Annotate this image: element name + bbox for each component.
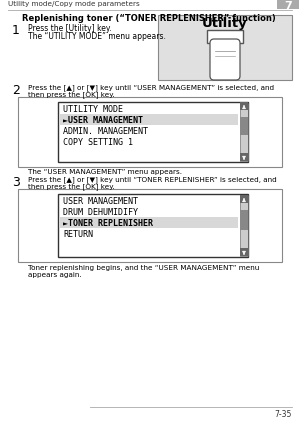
Text: Press the [Utility] key.: Press the [Utility] key. [28,24,112,33]
Text: COPY SETTING 1: COPY SETTING 1 [63,138,133,147]
Text: Toner replenishing begins, and the “USER MANAGEMENT” menu: Toner replenishing begins, and the “USER… [28,265,260,271]
Bar [207,30,243,43]
Bar [18,189,282,262]
Text: then press the [OK] key.: then press the [OK] key. [28,183,115,190]
Text: 2: 2 [12,84,20,97]
Text: ►USER MANAGEMENT: ►USER MANAGEMENT [63,116,143,125]
Text: ►TONER REPLENISHER: ►TONER REPLENISHER [63,219,153,228]
Bar [240,195,248,256]
Text: RETURN: RETURN [63,230,93,239]
Bar [277,0,299,9]
Text: 1: 1 [12,24,20,37]
Text: 7-35: 7-35 [274,410,292,419]
Text: Press the [▲] or [▼] key until “USER MANAGEMENT” is selected, and: Press the [▲] or [▼] key until “USER MAN… [28,84,274,91]
Bar [240,248,248,256]
Text: then press the [OK] key.: then press the [OK] key. [28,91,115,98]
Text: UTILITY MODE: UTILITY MODE [63,105,123,114]
Text: Replenishing toner (“TONER REPLENISHER” function): Replenishing toner (“TONER REPLENISHER” … [22,14,276,23]
Bar [240,210,248,230]
Bar [158,15,292,80]
Bar [58,194,248,257]
Text: Utility mode/Copy mode parameters: Utility mode/Copy mode parameters [8,1,140,7]
Text: The “USER MANAGEMENT” menu appears.: The “USER MANAGEMENT” menu appears. [28,169,182,175]
Text: Utility: Utility [202,17,248,30]
Text: Press the [▲] or [▼] key until “TONER REPLENISHER” is selected, and: Press the [▲] or [▼] key until “TONER RE… [28,176,277,183]
Text: 7: 7 [284,1,292,11]
Bar [240,153,248,161]
Bar [58,102,248,162]
Text: 3: 3 [12,176,20,189]
Bar [240,102,248,110]
Text: The “UTILITY MODE” menu appears.: The “UTILITY MODE” menu appears. [28,32,166,41]
Text: DRUM DEHUMIDIFY: DRUM DEHUMIDIFY [63,208,138,217]
Bar [240,103,248,161]
Bar [59,114,238,125]
Bar [240,117,248,135]
Text: appears again.: appears again. [28,272,82,278]
Text: ADMIN. MANAGEMENT: ADMIN. MANAGEMENT [63,127,148,136]
Text: USER MANAGEMENT: USER MANAGEMENT [63,197,138,206]
Bar [59,217,238,228]
Bar [18,97,282,167]
FancyBboxPatch shape [210,39,240,80]
Bar [240,195,248,203]
